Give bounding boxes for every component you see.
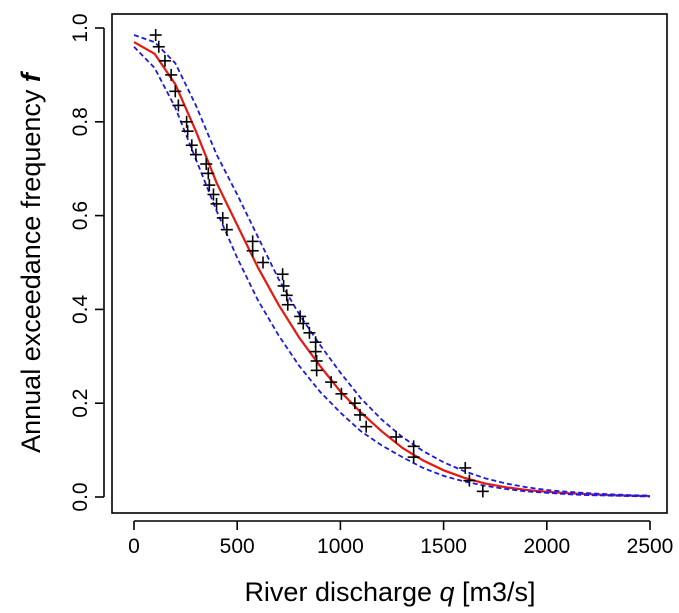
confidence-bound-line [133, 46, 651, 498]
x-tick-label: 500 [220, 535, 255, 558]
y-tick-label: 0.0 [69, 482, 92, 511]
x-tick-label: 2000 [523, 535, 570, 558]
y-axis-title: Annual exceedance frequency f [16, 70, 46, 453]
data-point [246, 244, 259, 257]
data-point [207, 188, 220, 201]
data-point [165, 68, 178, 81]
data-point [325, 376, 338, 389]
data-point [281, 298, 294, 311]
fitted-line [133, 41, 651, 498]
data-point [172, 99, 185, 112]
data-point [280, 289, 293, 302]
y-tick-label: 0.4 [69, 294, 92, 324]
x-axis-title-suffix: [m3/s] [455, 577, 536, 607]
x-tick-label: 1500 [420, 535, 467, 558]
data-point [310, 364, 323, 377]
data-point [407, 440, 420, 453]
y-tick-label: 0.2 [69, 389, 92, 418]
x-axis-title-prefix: River discharge [244, 577, 439, 607]
data-point [181, 125, 194, 138]
x-axis-title-variable: q [440, 577, 455, 607]
data-point [210, 197, 223, 210]
data-point [354, 408, 367, 421]
data-point [216, 211, 229, 224]
data-point [202, 167, 215, 180]
data-point [348, 397, 361, 410]
data-point [169, 85, 182, 98]
data-point [335, 387, 348, 400]
plot-frame [111, 13, 668, 514]
data-point [152, 40, 165, 53]
x-tick-label: 1000 [317, 535, 364, 558]
data-point [303, 326, 316, 339]
data-point [257, 256, 269, 269]
data-point [220, 223, 233, 236]
data-point [360, 420, 373, 433]
y-axis-title-prefix: Annual exceedance frequency [16, 82, 46, 453]
confidence-bound-line [133, 34, 651, 497]
observation-points [149, 29, 489, 498]
data-point [463, 474, 476, 487]
y-axis-title-variable: f [16, 70, 46, 82]
data-point [309, 345, 322, 358]
x-tick-label: 2500 [627, 535, 674, 558]
data-point [203, 179, 216, 192]
data-point [185, 139, 198, 152]
data-point [459, 461, 472, 474]
y-tick-label: 0.6 [69, 201, 92, 230]
data-point [476, 485, 489, 498]
data-point [158, 54, 171, 67]
x-axis-title: River discharge q [m3/s] [244, 577, 535, 607]
y-axis: 0.0 0.2 0.4 0.6 0.8 1.0 [69, 13, 105, 512]
data-point [297, 317, 310, 330]
x-tick-label: 0 [128, 535, 140, 558]
fitted-curves [133, 34, 651, 498]
data-point [276, 268, 289, 281]
data-point [277, 279, 290, 292]
data-point [294, 310, 307, 323]
data-point [149, 29, 162, 42]
data-point [200, 158, 213, 171]
y-tick-label: 0.8 [69, 107, 92, 136]
data-point [407, 451, 420, 464]
data-point [390, 430, 403, 443]
y-tick-label: 1.0 [69, 13, 92, 42]
x-axis: 0 500 1000 1500 2000 2500 [128, 520, 674, 558]
data-point [180, 115, 193, 128]
data-point [189, 148, 202, 161]
